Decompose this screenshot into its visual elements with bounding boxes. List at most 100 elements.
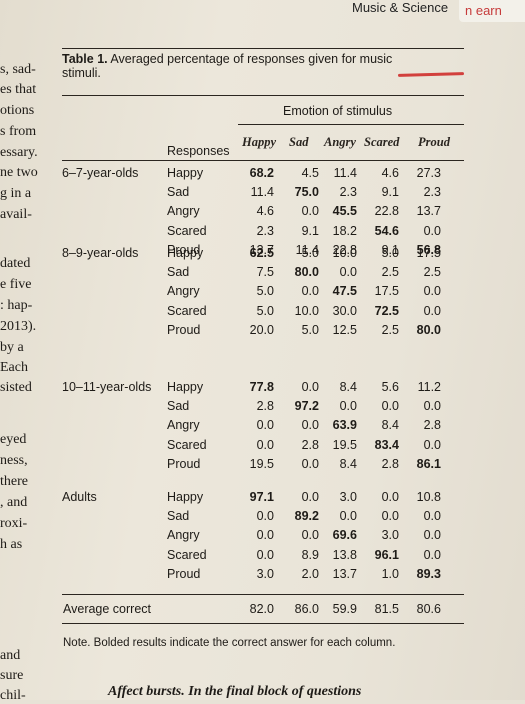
table-cell: 80.0	[294, 265, 319, 280]
table-cell: 0.0	[256, 528, 274, 543]
table-cell: 13.8	[332, 547, 357, 562]
table-cell: 5.0	[301, 322, 319, 337]
table-cell: 2.5	[423, 265, 441, 280]
table-cell: 3.0	[339, 490, 357, 504]
average-cell: 86.0	[294, 602, 319, 616]
table-cell: 77.8	[249, 380, 274, 394]
table-cell: 80.0	[416, 322, 441, 337]
table-cell: 2.8	[256, 399, 274, 414]
left-text-fragment: ne two	[0, 165, 38, 180]
table-cell: 2.0	[301, 566, 319, 581]
table-cell: 0.0	[301, 456, 319, 471]
caption-text-2: stimuli.	[62, 66, 101, 80]
table-top-rule	[62, 48, 464, 49]
table-cell: 0.0	[301, 380, 319, 394]
emotion-rule	[238, 124, 464, 125]
table-cell: 18.2	[332, 223, 357, 238]
table-cell: 62.5	[249, 246, 274, 260]
table-cell: 4.6	[381, 166, 399, 180]
table-cell: 9.1	[381, 185, 399, 200]
running-head: Music & Science	[352, 0, 449, 15]
responses-header: Responses	[167, 144, 230, 158]
table-cell: 19.5	[249, 456, 274, 471]
response-label: Sad	[167, 509, 190, 524]
table-cell: 0.0	[423, 399, 441, 414]
page-corner-text: n earn	[459, 0, 525, 22]
column-header-happy: Happy	[242, 135, 277, 149]
left-text-fragment: ness,	[0, 453, 28, 468]
response-label: Angry	[167, 204, 200, 219]
left-text-fragment: s from	[0, 124, 37, 139]
table-cell: 2.8	[301, 437, 319, 452]
table-cell: 75.0	[294, 185, 319, 200]
left-text-fragment: roxi-	[0, 516, 28, 531]
response-label: Scared	[167, 223, 207, 238]
table-cell: 11.4	[250, 185, 274, 200]
table-cell: 7.5	[256, 265, 274, 280]
left-text-fragment: sure	[0, 668, 24, 683]
table-cell: 11.4	[333, 166, 357, 180]
table-caption: Table 1. Averaged percentage of response…	[62, 52, 462, 80]
column-header-sad: Sad	[289, 135, 309, 149]
table-cell: 0.0	[423, 509, 441, 524]
average-rule	[62, 594, 464, 595]
table-cell: 22.8	[332, 242, 357, 257]
table-cell: 0.0	[423, 303, 441, 318]
column-header-proud: Proud	[418, 135, 450, 149]
table-cell: 69.6	[332, 528, 357, 543]
table-cell: 5.0	[256, 284, 274, 299]
response-label: Sad	[167, 265, 190, 280]
table-cell: 5.0	[256, 303, 274, 318]
table-cell: 0.0	[423, 284, 441, 299]
left-text-fragment: eyed	[0, 432, 27, 447]
table-cell: 0.0	[301, 528, 319, 543]
average-cell: 82.0	[249, 602, 274, 616]
table-cell: 17.5	[416, 246, 441, 260]
left-text-fragment: essary.	[0, 145, 38, 160]
table-cell: 89.3	[416, 566, 441, 581]
left-text-fragment: , and	[0, 495, 28, 510]
table-cell: 8.9	[301, 547, 319, 562]
table-cell: 45.5	[332, 204, 357, 219]
table-cell: 4.6	[256, 204, 274, 219]
table-cell: 2.8	[381, 456, 399, 471]
table-cell: 2.5	[381, 322, 399, 337]
table-cell: 63.9	[332, 418, 357, 433]
response-label: Proud	[167, 242, 201, 257]
table-cell: 0.0	[423, 223, 441, 238]
left-text-fragment: s, sad-	[0, 62, 36, 77]
table-cell: 0.0	[256, 418, 274, 433]
caption-text: Averaged percentage of responses given f…	[110, 52, 393, 66]
table-cell: 89.2	[294, 509, 319, 524]
table-cell: 5.0	[381, 246, 399, 260]
table-cell: 30.0	[332, 303, 357, 318]
response-label: Angry	[167, 528, 200, 543]
group-label: 6–7-year-olds	[62, 166, 139, 180]
table-cell: 0.0	[301, 284, 319, 299]
response-label: Angry	[167, 284, 200, 299]
group-label: 10–11-year-olds	[62, 380, 152, 394]
table-cell: 9.1	[301, 223, 319, 238]
average-cell: 59.9	[332, 602, 357, 616]
response-label: Proud	[167, 456, 201, 471]
table-cell: 0.0	[301, 204, 319, 219]
response-label: Proud	[167, 322, 201, 337]
average-cell: 80.6	[416, 602, 441, 616]
table-cell: 22.8	[374, 204, 399, 219]
table-number: Table 1.	[62, 52, 108, 66]
table-cell: 3.0	[256, 566, 274, 581]
response-label: Sad	[167, 399, 190, 414]
table-cell: 8.4	[381, 418, 399, 433]
table-cell: 2.3	[339, 185, 357, 200]
table-cell: 0.0	[381, 399, 399, 414]
table-cell: 13.7	[416, 204, 441, 219]
table-cell: 0.0	[339, 265, 357, 280]
table-cell: 0.0	[301, 418, 319, 433]
response-label: Proud	[167, 566, 201, 581]
average-label: Average correct	[63, 602, 152, 616]
left-text-fragment: otions	[0, 103, 35, 118]
response-label: Angry	[167, 418, 200, 433]
table-cell: 97.2	[294, 399, 319, 414]
caption-rule	[62, 95, 464, 96]
left-text-fragment: chil-	[0, 688, 26, 703]
